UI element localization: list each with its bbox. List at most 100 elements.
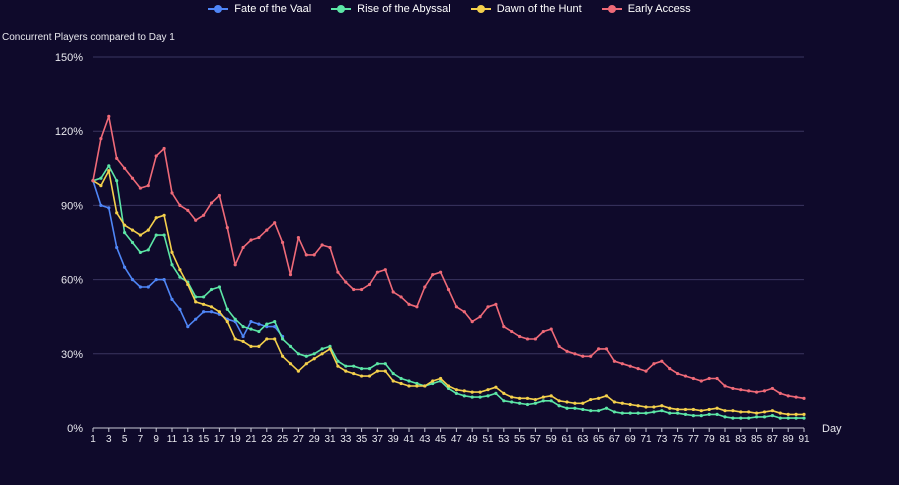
data-point	[146, 228, 150, 232]
data-point	[336, 359, 340, 363]
data-point	[699, 379, 703, 383]
x-tick-label: 79	[704, 434, 716, 445]
data-point	[454, 305, 458, 309]
data-point	[739, 416, 743, 420]
data-point	[241, 245, 245, 250]
data-point	[762, 410, 767, 414]
data-point	[407, 384, 411, 388]
data-point	[367, 367, 372, 371]
data-point	[794, 416, 798, 420]
data-point	[146, 184, 150, 188]
data-point	[549, 399, 553, 403]
legend-item[interactable]: Rise of the Abyssal	[331, 3, 451, 15]
data-point	[391, 290, 395, 294]
data-point	[573, 401, 577, 405]
legend-label: Rise of the Abyssal	[357, 3, 451, 15]
data-point	[344, 364, 348, 368]
x-tick-label: 19	[230, 434, 242, 445]
data-point	[597, 347, 601, 351]
series-line-2	[92, 170, 804, 416]
data-point	[446, 386, 451, 391]
x-tick-label: 23	[261, 434, 273, 445]
data-point	[249, 344, 253, 348]
data-point	[668, 406, 672, 410]
data-point	[162, 278, 166, 282]
data-point	[668, 411, 672, 415]
data-point	[628, 411, 632, 415]
data-point	[273, 337, 277, 341]
data-point	[178, 268, 182, 272]
data-point	[494, 391, 498, 395]
data-point	[636, 367, 640, 371]
data-point	[202, 302, 206, 306]
data-point	[233, 337, 237, 341]
data-point	[107, 206, 111, 210]
data-point	[502, 324, 506, 329]
data-point	[288, 344, 293, 348]
data-point	[375, 270, 379, 274]
data-point	[541, 329, 545, 334]
data-point	[478, 315, 482, 319]
data-point	[660, 409, 664, 413]
x-tick-label: 27	[293, 434, 305, 445]
legend-item[interactable]: Early Access	[601, 3, 691, 15]
data-point	[494, 302, 498, 306]
data-point	[217, 285, 221, 289]
data-point	[446, 384, 451, 388]
data-point	[273, 221, 277, 225]
data-point	[130, 240, 135, 245]
data-point	[320, 347, 324, 351]
data-point	[604, 406, 609, 410]
data-point	[770, 414, 775, 418]
data-point	[525, 396, 530, 400]
x-tick-label: 71	[640, 434, 652, 445]
data-point	[154, 278, 158, 282]
data-point	[715, 406, 719, 410]
data-point	[123, 265, 127, 269]
data-point	[557, 344, 561, 348]
data-point	[644, 405, 648, 409]
data-point	[439, 270, 443, 274]
data-point	[510, 395, 514, 399]
data-point	[755, 415, 759, 419]
data-point	[597, 396, 601, 400]
data-point	[281, 337, 285, 341]
data-point	[162, 213, 166, 217]
data-point	[154, 154, 158, 158]
legend-swatch	[331, 5, 352, 13]
y-tick-label: 60%	[61, 275, 83, 287]
data-point	[154, 216, 158, 220]
data-point	[383, 362, 387, 366]
y-axis-title: Concurrent Players compared to Day 1	[2, 32, 175, 43]
data-point	[786, 416, 790, 420]
x-tick-label: 83	[735, 434, 747, 445]
legend-item[interactable]: Dawn of the Hunt	[470, 3, 582, 15]
data-point	[644, 369, 648, 373]
data-point	[273, 320, 277, 324]
data-point	[383, 268, 387, 272]
x-tick-label: 45	[435, 434, 447, 445]
data-point	[462, 394, 466, 398]
data-point	[194, 300, 198, 304]
data-point	[352, 287, 356, 292]
data-point	[604, 347, 609, 351]
data-point	[565, 349, 569, 353]
x-tick-label: 25	[277, 434, 289, 445]
data-point	[778, 391, 782, 395]
data-point	[502, 399, 506, 403]
data-point	[360, 374, 364, 378]
data-point	[786, 394, 790, 398]
data-point	[202, 295, 206, 299]
legend-swatch	[470, 5, 491, 13]
legend-item[interactable]: Fate of the Vaal	[208, 3, 311, 15]
data-point	[257, 322, 261, 326]
data-point	[217, 310, 221, 314]
data-point	[431, 381, 435, 386]
data-point	[739, 410, 743, 414]
data-point	[367, 282, 372, 287]
data-point	[755, 411, 759, 415]
data-point	[367, 374, 372, 378]
data-point	[399, 381, 403, 386]
data-point	[194, 218, 198, 222]
data-point	[518, 334, 522, 339]
